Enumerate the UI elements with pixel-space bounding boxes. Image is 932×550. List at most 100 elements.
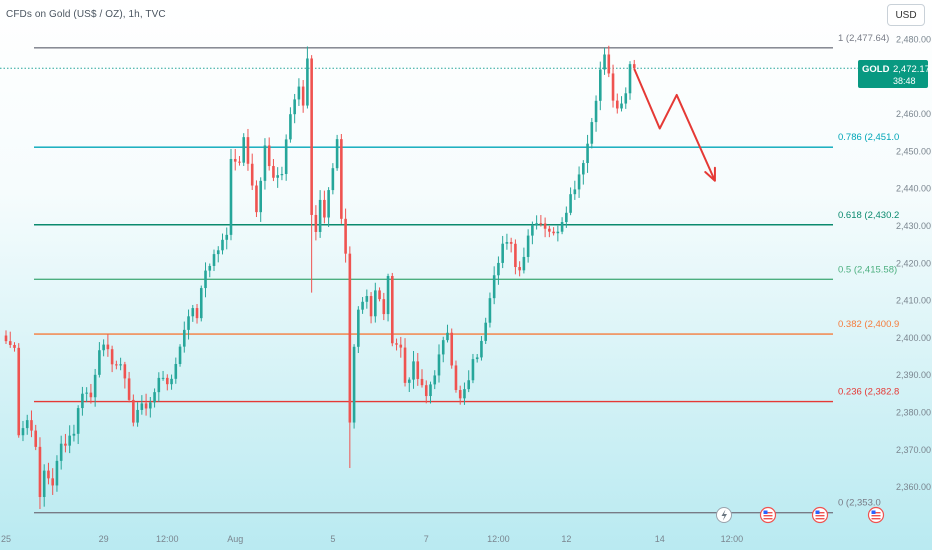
candle-body	[599, 69, 602, 101]
candle-body	[225, 234, 229, 240]
candle-body	[289, 114, 292, 140]
candle-body	[276, 175, 279, 178]
candle-body	[157, 377, 161, 393]
candle-body	[216, 250, 220, 255]
candle-body	[488, 298, 492, 323]
candle-body	[68, 435, 71, 446]
candle-body	[34, 430, 38, 447]
us-flag-stripe-icon	[763, 518, 773, 520]
candle-body	[552, 231, 555, 234]
x-tick-label: 7	[424, 534, 429, 544]
candle-body	[535, 223, 538, 226]
candle-body	[4, 335, 8, 342]
candle-body	[407, 379, 411, 383]
candle-body	[110, 349, 114, 365]
candle-body	[497, 262, 500, 276]
candle-body	[246, 137, 250, 164]
candle-body	[242, 137, 246, 163]
event-icons	[716, 506, 885, 524]
projection-arrow	[633, 68, 716, 182]
x-tick-label: 12:00	[156, 534, 179, 544]
currency-button[interactable]: USD	[887, 4, 925, 26]
candle-body	[208, 265, 212, 271]
fib-label-1: 1 (2,477.64)	[838, 33, 889, 44]
price-tag-price: 2,472.17	[893, 64, 930, 75]
candle-body	[314, 214, 318, 232]
candle-body	[221, 239, 224, 251]
price-axis: 2,360.00 2,370.00 2,380.00 2,390.00 2,400.00…	[896, 35, 931, 493]
candle-body	[174, 363, 178, 379]
fib-label-0.382: 0.382 (2,400.9	[838, 319, 899, 330]
candle-body	[132, 399, 135, 423]
candle-body	[628, 64, 632, 94]
projection-path	[633, 68, 716, 182]
candle-body	[229, 158, 233, 235]
candle-body	[586, 143, 589, 164]
candle-body	[55, 460, 59, 486]
price-tag-box	[858, 60, 928, 88]
candle-body	[560, 222, 564, 232]
candle-body	[195, 308, 199, 319]
candle-body	[611, 73, 615, 101]
candle-body	[424, 385, 428, 397]
candle-body	[115, 364, 118, 366]
y-tick-label: 2,420.00	[896, 258, 931, 268]
candle-body	[548, 228, 551, 232]
candle-body	[51, 478, 54, 486]
candle-body	[30, 420, 33, 431]
candle-body	[471, 359, 475, 381]
candle-body	[378, 290, 381, 300]
x-tick-label: 12:00	[487, 534, 510, 544]
candle-body	[594, 100, 598, 123]
candle-body	[475, 357, 479, 360]
us-flag-canton-icon	[763, 510, 768, 514]
candle-body	[607, 54, 611, 74]
candle-body	[335, 139, 339, 169]
candle-body	[522, 256, 526, 271]
fib-label-0.236: 0.236 (2,382.8	[838, 387, 899, 398]
us-flag-stripe-icon	[871, 512, 881, 514]
candle-body	[191, 308, 195, 317]
x-tick-label: Aug	[227, 534, 243, 544]
candle-body	[374, 290, 377, 317]
candle-body	[403, 347, 407, 383]
y-tick-label: 2,360.00	[896, 482, 931, 492]
time-axis: 25 29 12:00 Aug 5 7 12:00 12 14 12:00	[1, 534, 743, 544]
candle-body	[98, 350, 101, 375]
x-tick-label: 25	[1, 534, 11, 544]
candle-body	[233, 158, 237, 162]
candle-body	[170, 378, 173, 385]
candle-body	[340, 139, 343, 219]
candle-body	[140, 403, 144, 410]
candle-body	[518, 267, 521, 271]
lightning-bolt-icon	[721, 509, 727, 521]
x-tick-label: 12:00	[721, 534, 744, 544]
candle-body	[480, 340, 483, 358]
candle-body	[81, 393, 84, 409]
fib-label-0.786: 0.786 (2,451.0	[838, 132, 899, 143]
us-flag-canton-icon	[871, 510, 876, 514]
candle-body	[390, 276, 394, 344]
candle-body	[565, 212, 568, 223]
y-tick-label: 2,440.00	[896, 184, 931, 194]
candle-body	[144, 403, 148, 409]
candle-body	[531, 225, 534, 236]
candle-body	[433, 375, 437, 385]
candle-body	[153, 392, 156, 403]
candle-body	[178, 346, 182, 364]
candle-body	[93, 374, 97, 398]
candle-body	[632, 64, 636, 69]
candle-body	[318, 199, 322, 232]
candle-body	[441, 340, 445, 355]
us-flag-stripe-icon	[815, 512, 825, 514]
candle-body	[365, 296, 369, 302]
candle-body	[323, 199, 326, 218]
candle-body	[467, 380, 471, 390]
us-flag-stripe-icon	[815, 518, 825, 520]
candle-body	[89, 392, 93, 398]
candle-body	[556, 231, 560, 234]
candle-body	[590, 122, 594, 144]
candle-body	[263, 145, 267, 181]
